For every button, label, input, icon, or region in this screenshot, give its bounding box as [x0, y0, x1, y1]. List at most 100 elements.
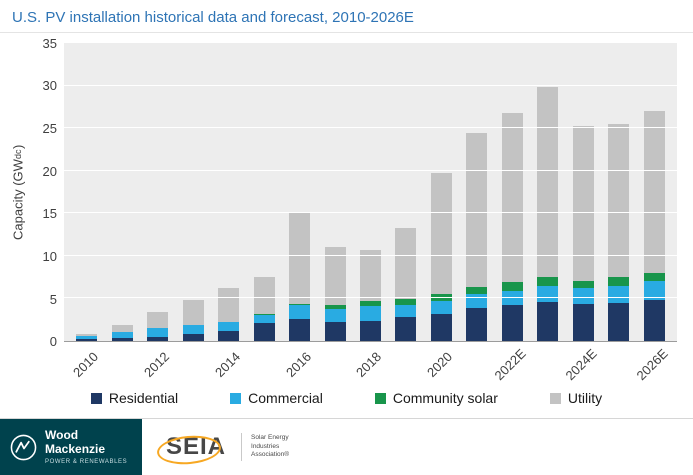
bar-segment-residential [218, 330, 240, 341]
x-tick-slot [175, 342, 210, 386]
legend-swatch [374, 392, 386, 404]
legend: Residential Commercial Community solar Util… [0, 386, 693, 418]
bar-segment-residential [147, 336, 169, 341]
bar-segment-residential [572, 304, 594, 341]
legend-swatch [549, 392, 561, 404]
x-tick-label: 2014 [211, 348, 243, 381]
bar-segment-commercial [218, 322, 240, 331]
bar-segment-commercial [253, 314, 275, 324]
x-tick-label: 2020 [424, 348, 456, 381]
bar-2026E [637, 43, 672, 341]
bar-segment-residential [324, 322, 346, 341]
x-axis-labels: 2010 2012 2014 2016 2018 2020 2022E 2024E 2026E [64, 342, 677, 386]
bar-segment-residential [359, 320, 381, 341]
bar-2015 [246, 43, 281, 341]
bar-segment-utility [76, 333, 98, 336]
x-tick-slot: 2020 [424, 342, 459, 386]
gridline [64, 254, 677, 256]
legend-item-community-solar: Community solar [374, 390, 498, 406]
legend-swatch [90, 392, 102, 404]
bar-segment-residential [253, 323, 275, 341]
bar-segment-community-solar [643, 272, 665, 282]
bar-2019 [388, 43, 423, 341]
woodmac-logo: Wood Mackenzie POWER & RENEWABLES [0, 419, 142, 475]
x-tick-label: 2022E [491, 345, 530, 384]
seia-divider [241, 433, 243, 461]
bar-2013 [175, 43, 210, 341]
gridline [64, 42, 677, 43]
bar-segment-utility [537, 87, 559, 278]
bar-2018 [353, 43, 388, 341]
bar-2014 [211, 43, 246, 341]
bar-segment-commercial [643, 281, 665, 301]
y-axis-labels: 35 30 25 20 15 10 5 0 [42, 35, 57, 350]
bar-segment-community-solar [608, 277, 630, 286]
woodmac-mark-icon [10, 434, 37, 460]
bar-segment-commercial [359, 306, 381, 321]
gridline [64, 127, 677, 129]
bar-segment-utility [608, 123, 630, 278]
bar-segment-residential [289, 318, 311, 341]
woodmac-tagline: POWER & RENEWABLES [45, 458, 128, 465]
x-tick-slot: 2018 [353, 342, 388, 386]
bar-2012 [140, 43, 175, 341]
bar-2011 [104, 43, 139, 341]
x-tick-slot [459, 342, 494, 386]
x-tick-slot [388, 342, 423, 386]
bar-segment-commercial [430, 301, 452, 314]
seia-tagline-line1: Solar Energy [251, 433, 289, 441]
x-tick-slot [530, 342, 565, 386]
y-axis-title-close: ) [10, 145, 26, 150]
bar-segment-residential [466, 307, 488, 341]
bar-segment-residential [537, 301, 559, 341]
legend-item-utility: Utility [549, 390, 602, 406]
bar-segment-commercial [572, 288, 594, 305]
footer: Wood Mackenzie POWER & RENEWABLES SEIA S… [0, 418, 693, 475]
y-axis-title: Capacity (GW dc) [6, 43, 30, 342]
chart-title: U.S. PV installation historical data and… [0, 0, 693, 33]
seia-logo: SEIA Solar Energy Industries Association… [142, 419, 289, 475]
x-tick-label: 2010 [69, 348, 101, 381]
bar-segment-community-solar [359, 301, 381, 307]
bar-segment-commercial [324, 308, 346, 323]
legend-label: Commercial [248, 390, 323, 406]
bar-segment-community-solar [466, 286, 488, 295]
x-tick-slot: 2016 [282, 342, 317, 386]
bar-segment-residential [501, 305, 523, 341]
bar-segment-community-solar [395, 299, 417, 306]
bar-segment-community-solar [501, 282, 523, 291]
x-tick-label: 2016 [282, 348, 314, 381]
seia-tagline: Solar Energy Industries Association® [251, 434, 289, 460]
x-tick-slot: 2010 [69, 342, 104, 386]
x-tick-slot [601, 342, 636, 386]
bar-segment-commercial [395, 305, 417, 318]
legend-item-residential: Residential [90, 390, 179, 406]
stacked-bar-chart: Capacity (GW dc) 35 30 25 20 15 10 5 0 2010 2012 2… [0, 33, 693, 386]
bar-segment-utility [643, 111, 665, 273]
bar-segment-utility [289, 213, 311, 304]
x-tick-slot [317, 342, 352, 386]
legend-label: Community solar [392, 390, 498, 406]
bar-segment-utility [111, 324, 133, 332]
y-axis-title-subscript: dc [13, 149, 23, 159]
x-tick-label: 2024E [562, 345, 601, 384]
bar-segment-commercial [608, 285, 630, 303]
bar-segment-utility [466, 133, 488, 287]
bar-segment-community-solar [537, 277, 559, 286]
bar-2017 [317, 43, 352, 341]
x-tick-label: 2018 [353, 348, 385, 381]
x-tick-slot [246, 342, 281, 386]
x-tick-slot: 2012 [140, 342, 175, 386]
bar-2010 [69, 43, 104, 341]
bar-segment-residential [395, 317, 417, 341]
legend-label: Residential [108, 390, 179, 406]
bar-2021 [459, 43, 494, 341]
bar-segment-residential [182, 334, 204, 341]
seia-tagline-line3: Association® [251, 451, 290, 459]
seia-tagline-line2: Industries [251, 442, 280, 450]
y-axis-title-text: Capacity (GW [10, 158, 26, 240]
bar-segment-utility [501, 112, 523, 283]
woodmac-name-line2: Mackenzie [45, 441, 106, 456]
bar-segment-residential [430, 313, 452, 341]
x-tick-slot: 2026E [634, 342, 672, 386]
